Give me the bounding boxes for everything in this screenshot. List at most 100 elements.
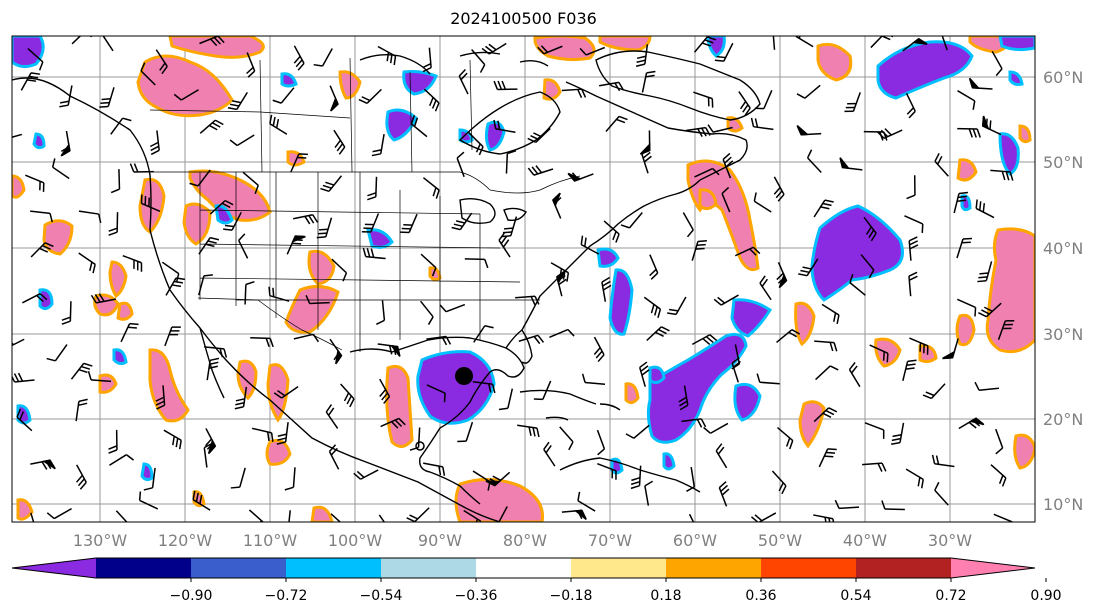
wind-barb [667, 296, 687, 316]
wind-barb [905, 468, 924, 489]
coastline-florida [505, 328, 533, 364]
wind-barb [464, 258, 489, 269]
latitude-label: 40°N [1043, 239, 1083, 258]
wind-barb [290, 153, 308, 173]
positive-region [307, 249, 336, 286]
wind-barb [20, 72, 41, 91]
wind-barb [165, 277, 186, 296]
negative-region [730, 298, 773, 338]
wind-barb [102, 36, 114, 52]
wind-barb [379, 378, 391, 404]
positive-region [542, 78, 562, 101]
wind-barb [881, 500, 905, 511]
wind-barb [956, 237, 973, 259]
wind-barb [120, 322, 139, 343]
positive-region [286, 150, 306, 167]
wind-barb [753, 192, 772, 213]
negative-region [998, 132, 1020, 176]
wind-barb [406, 507, 430, 522]
map-frame [11, 35, 1036, 523]
wind-barb [559, 426, 574, 451]
wind-barb [485, 471, 511, 487]
wind-barb [330, 513, 342, 522]
wind-barb [718, 481, 730, 507]
wind-barb [227, 91, 248, 111]
wind-barb [902, 359, 917, 381]
colorbar-segment [571, 558, 667, 578]
wind-barb [361, 213, 380, 233]
wind-barb [630, 465, 642, 490]
wind-barb [230, 467, 246, 489]
wind-barb [78, 252, 96, 274]
wind-barb [581, 373, 606, 386]
wind-barb [325, 404, 339, 429]
colorbar-tick-label: −0.54 [360, 588, 403, 604]
wind-barb [978, 302, 1002, 318]
positive-region [385, 364, 414, 448]
negative-region [1008, 70, 1024, 86]
wind-barb [143, 467, 156, 491]
colorbar-tick-label: −0.72 [265, 588, 308, 604]
latitude-label: 30°N [1043, 325, 1083, 344]
wind-barb [498, 232, 511, 258]
wind-barb [286, 235, 306, 255]
wind-barb [320, 175, 343, 193]
wind-barb [293, 333, 320, 343]
wind-barb [451, 212, 473, 231]
wind-barb [909, 337, 929, 355]
wind-barb [991, 50, 1003, 77]
wind-barb [163, 429, 182, 450]
positive-region [182, 202, 212, 246]
wind-barb [229, 134, 255, 147]
positive-region [1018, 124, 1032, 144]
wind-barb [603, 220, 620, 243]
wind-barb [904, 215, 924, 233]
wind-barb [806, 149, 822, 173]
coastline-atlantic-us [521, 179, 701, 331]
negative-region [733, 382, 762, 422]
longitude-label: 50°W [758, 531, 802, 550]
negative-region [385, 108, 418, 142]
positive-region [794, 301, 816, 347]
wind-barb [862, 462, 887, 472]
wind-barb [276, 422, 289, 445]
wind-barb [30, 210, 53, 223]
wind-barb [71, 36, 93, 45]
wind-barb [164, 326, 181, 347]
wind-barb [12, 372, 35, 383]
coastline-gulf-of-mexico [349, 336, 525, 473]
longitude-label: 120°W [158, 531, 213, 550]
wind-barb [331, 258, 348, 282]
wind-barb [681, 418, 707, 428]
wind-barb [284, 467, 296, 491]
wind-barb [860, 254, 875, 279]
wind-barb [426, 384, 446, 403]
wind-barb [908, 271, 918, 297]
negative-region [12, 36, 45, 69]
wind-barb [209, 199, 234, 215]
negative-region [646, 332, 748, 444]
wind-barb [597, 462, 617, 480]
coastline-canada-east [565, 81, 748, 181]
wind-barb [420, 300, 434, 325]
us-mexico-border [197, 297, 343, 351]
wind-barb [51, 158, 70, 180]
wind-barb [956, 298, 977, 317]
positive-region [236, 359, 258, 401]
wind-barb [795, 36, 814, 48]
wind-barb [646, 326, 670, 342]
wind-barb [204, 346, 228, 358]
wind-barb [844, 92, 861, 113]
positive-region [1013, 433, 1035, 470]
negative-region [402, 70, 438, 96]
wind-barb [378, 514, 386, 522]
wind-barb [108, 429, 118, 454]
positive-region [598, 36, 652, 52]
colorbar-tick-label: −0.18 [550, 588, 593, 604]
colorbar-extend-low [12, 558, 96, 578]
wind-barb [605, 115, 628, 132]
negative-region [648, 365, 666, 385]
wind-barb [498, 506, 508, 522]
positive-region [686, 159, 760, 272]
wind-barb [463, 509, 482, 522]
